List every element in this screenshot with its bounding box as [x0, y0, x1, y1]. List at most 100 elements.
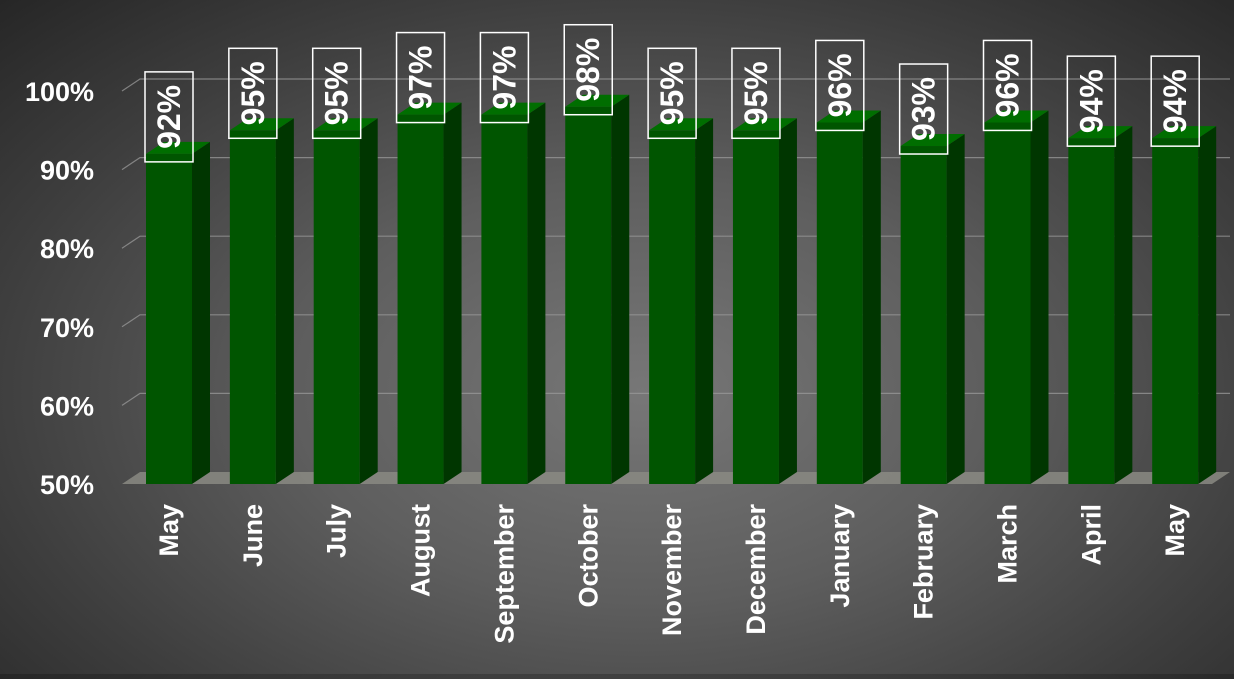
- data-label: 95%: [311, 47, 362, 140]
- data-label: 94%: [1066, 55, 1117, 147]
- data-label-text: 95%: [738, 61, 774, 125]
- data-label-box: [479, 31, 530, 124]
- bar-top: [816, 110, 881, 123]
- bar: [397, 102, 462, 484]
- y-tick-label: 90%: [40, 156, 94, 186]
- bar-front: [565, 106, 612, 484]
- data-label-text: 95%: [319, 61, 355, 125]
- x-tick-label: December: [741, 504, 771, 635]
- bar: [900, 134, 965, 484]
- x-tick-label: September: [489, 504, 519, 644]
- data-label-text: 96%: [990, 53, 1026, 117]
- y-tick-label: 80%: [40, 234, 94, 264]
- bar-front: [229, 130, 276, 485]
- x-tick-label: May: [1160, 504, 1190, 557]
- data-label-box: [815, 39, 865, 132]
- data-label-box: [731, 47, 781, 140]
- data-label-text: 94%: [1073, 69, 1109, 133]
- data-label-box: [228, 47, 278, 140]
- data-label-text: 97%: [486, 46, 522, 110]
- data-label-text: 98%: [570, 38, 606, 102]
- bars: [146, 94, 1217, 485]
- bar-side: [778, 118, 797, 485]
- data-labels: 92% 95% 95% 97% 97% 98% 95% 95% 96% 93% 96% 94% 94%: [144, 23, 1200, 163]
- data-label-box: [647, 47, 697, 140]
- data-label-box: [982, 39, 1033, 132]
- bar-front: [900, 146, 947, 484]
- bar-front: [481, 114, 528, 484]
- bar-top: [229, 118, 294, 131]
- bar-side: [1114, 126, 1133, 484]
- data-label-text: 96%: [822, 53, 858, 117]
- x-tick-label: March: [993, 504, 1023, 584]
- bar-side: [1030, 110, 1049, 484]
- bar: [146, 141, 210, 484]
- data-label-box: [1150, 55, 1200, 147]
- bar-front: [146, 153, 192, 484]
- bar-side: [946, 134, 965, 484]
- bar-front: [397, 114, 444, 484]
- y-axis-tick-labels: 50% 60% 70% 80% 90% 100%: [25, 77, 94, 500]
- data-label-text: 92%: [151, 85, 187, 149]
- data-label: 92%: [144, 71, 194, 163]
- bar-top: [900, 134, 965, 147]
- x-tick-label: April: [1076, 504, 1106, 566]
- bar-front: [1068, 138, 1115, 484]
- bar-side: [443, 102, 462, 484]
- x-tick-label: May: [154, 504, 184, 557]
- data-label-text: 95%: [235, 61, 271, 125]
- bar-front: [1152, 138, 1199, 484]
- x-tick-label: February: [909, 504, 939, 620]
- bar-top: [313, 118, 378, 131]
- data-label-text: 97%: [403, 46, 439, 110]
- y-tick-label: 100%: [25, 77, 94, 107]
- x-axis-tick-labels: May June July August September October Novembe…: [154, 504, 1190, 644]
- data-label: 95%: [647, 47, 697, 140]
- bar-top: [649, 118, 714, 131]
- bar: [732, 118, 797, 485]
- data-label-text: 94%: [1157, 69, 1193, 133]
- bar-front: [816, 122, 863, 484]
- data-label: 95%: [731, 47, 781, 140]
- bar-side: [527, 102, 546, 484]
- bar-front: [649, 130, 696, 485]
- data-label: 96%: [982, 39, 1033, 132]
- data-label-box: [1066, 55, 1117, 147]
- bar-top: [146, 141, 210, 154]
- bar-front: [732, 130, 779, 485]
- bar-top: [732, 118, 797, 131]
- bar: [984, 110, 1049, 484]
- data-label: 95%: [228, 47, 278, 140]
- bar-front: [984, 122, 1031, 484]
- x-tick-label: July: [322, 504, 352, 558]
- bar-side: [1198, 126, 1217, 484]
- data-label: 97%: [479, 31, 530, 124]
- x-tick-label: June: [238, 504, 268, 567]
- bar-side: [192, 141, 210, 484]
- bar-top: [984, 110, 1049, 123]
- data-label: 96%: [815, 39, 865, 132]
- y-tick-label: 50%: [40, 470, 94, 500]
- bar: [481, 102, 546, 484]
- bar-top: [481, 102, 546, 115]
- bar-top: [397, 102, 462, 115]
- data-label-text: 95%: [654, 61, 690, 125]
- bar: [649, 118, 714, 485]
- data-label-box: [898, 63, 949, 155]
- y-tick-label: 70%: [40, 313, 94, 343]
- x-tick-label: October: [573, 504, 603, 608]
- bar: [313, 118, 378, 485]
- bar: [1152, 126, 1217, 484]
- data-label: 97%: [395, 31, 446, 124]
- bar-top: [565, 94, 630, 107]
- data-label-text: 93%: [906, 77, 942, 141]
- bar-front: [313, 130, 360, 485]
- x-tick-label: November: [657, 504, 687, 637]
- x-tick-label: January: [825, 504, 855, 608]
- bar: [1068, 126, 1133, 484]
- data-label: 94%: [1150, 55, 1200, 147]
- bar-side: [275, 118, 294, 485]
- bar-side: [695, 118, 714, 485]
- bar-top: [1152, 126, 1217, 139]
